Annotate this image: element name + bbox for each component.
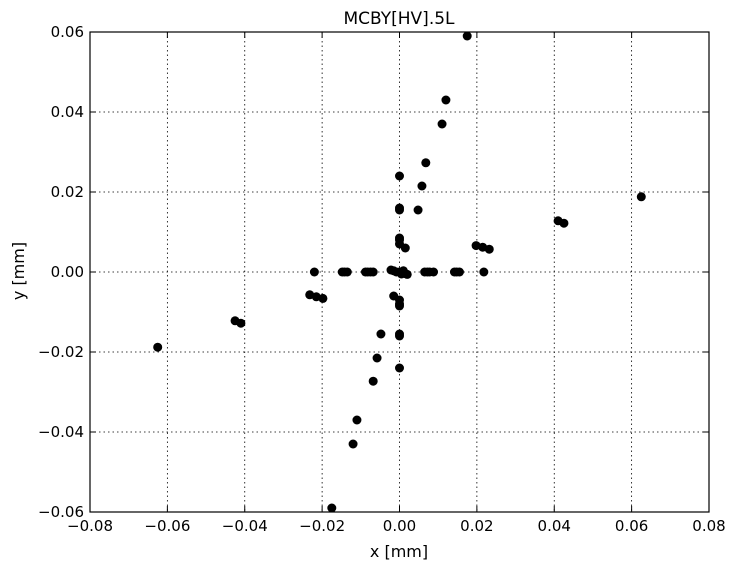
data-point (395, 329, 404, 339)
data-point (368, 267, 378, 277)
axis-ticks (89, 31, 710, 513)
x-tick-label: 0.00 (383, 517, 416, 535)
data-point (348, 439, 358, 449)
data-point (318, 293, 328, 303)
x-axis-title: x [mm] (370, 542, 428, 561)
data-point (636, 192, 646, 202)
data-point (402, 269, 412, 279)
data-point (376, 329, 386, 339)
y-tick-label: −0.04 (38, 423, 84, 441)
data-point (479, 267, 489, 277)
data-point (429, 267, 439, 277)
x-tick-label: 0.04 (538, 517, 571, 535)
data-point (395, 363, 404, 373)
data-point (559, 218, 569, 228)
data-point (421, 158, 431, 168)
data-point (389, 291, 399, 301)
y-tick-label: 0.04 (51, 103, 84, 121)
y-axis-title: y [mm] (9, 242, 28, 300)
data-point (309, 267, 319, 277)
x-tick-label: −0.06 (144, 517, 190, 535)
data-point (454, 267, 464, 277)
data-point (417, 181, 427, 191)
y-tick-label: 0.00 (51, 263, 84, 281)
data-point (400, 243, 410, 253)
data-point (441, 95, 451, 105)
chart-title: MCBY[HV].5L (343, 9, 455, 29)
y-tick-label: 0.02 (51, 183, 84, 201)
x-tick-label: 0.08 (692, 517, 725, 535)
data-point (395, 171, 404, 181)
x-tick-label: 0.02 (460, 517, 493, 535)
y-tick-label: −0.02 (38, 343, 84, 361)
data-point (236, 318, 246, 328)
data-point (395, 205, 404, 215)
data-point (462, 31, 472, 41)
data-point (153, 342, 163, 352)
y-tick-label: −0.06 (38, 503, 84, 521)
data-point (484, 244, 494, 254)
data-point (327, 503, 337, 513)
data-point (342, 267, 352, 277)
data-point (368, 376, 378, 386)
data-point (372, 353, 382, 363)
x-tick-label: −0.08 (67, 517, 113, 535)
x-tick-label: −0.04 (222, 517, 268, 535)
x-tick-label: −0.02 (299, 517, 345, 535)
x-tick-label: 0.06 (615, 517, 648, 535)
y-tick-label: 0.06 (51, 23, 84, 41)
data-point (413, 205, 423, 215)
data-point (352, 415, 362, 425)
data-point (437, 119, 447, 129)
tick-labels: −0.08 −0.06 −0.04 −0.02 0.00 0.02 0.04 0.06 0.08… (38, 23, 726, 535)
data-points (153, 31, 646, 513)
